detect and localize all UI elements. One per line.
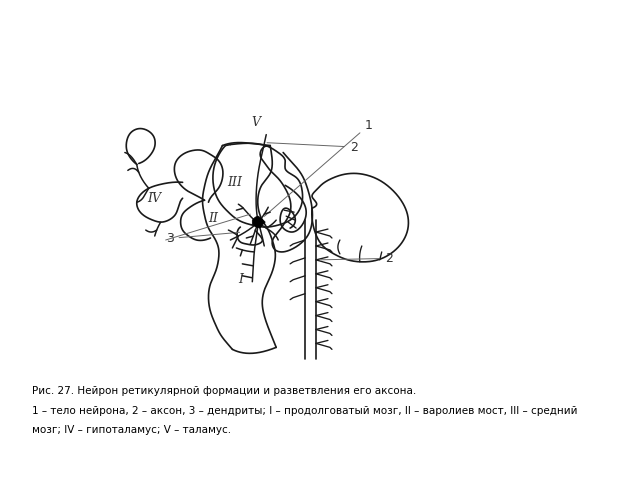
Polygon shape [252, 216, 265, 228]
Text: 2: 2 [267, 141, 358, 154]
Text: IV: IV [147, 192, 161, 205]
Text: 2: 2 [321, 252, 392, 265]
Text: 3: 3 [166, 232, 239, 245]
Text: V: V [252, 116, 260, 129]
Text: I: I [238, 273, 243, 286]
Text: Рис. 27. Нейрон ретикулярной формации и разветвления его аксона.: Рис. 27. Нейрон ретикулярной формации и … [32, 386, 416, 396]
Text: II: II [209, 212, 218, 225]
Text: 1 – тело нейрона, 2 – аксон, 3 – дендриты; I – продолговатый мозг, II – варолиев: 1 – тело нейрона, 2 – аксон, 3 – дендрит… [32, 406, 577, 416]
Text: III: III [227, 176, 242, 189]
Text: 1: 1 [264, 119, 372, 216]
Text: мозг; IV – гипоталамус; V – таламус.: мозг; IV – гипоталамус; V – таламус. [32, 425, 231, 435]
